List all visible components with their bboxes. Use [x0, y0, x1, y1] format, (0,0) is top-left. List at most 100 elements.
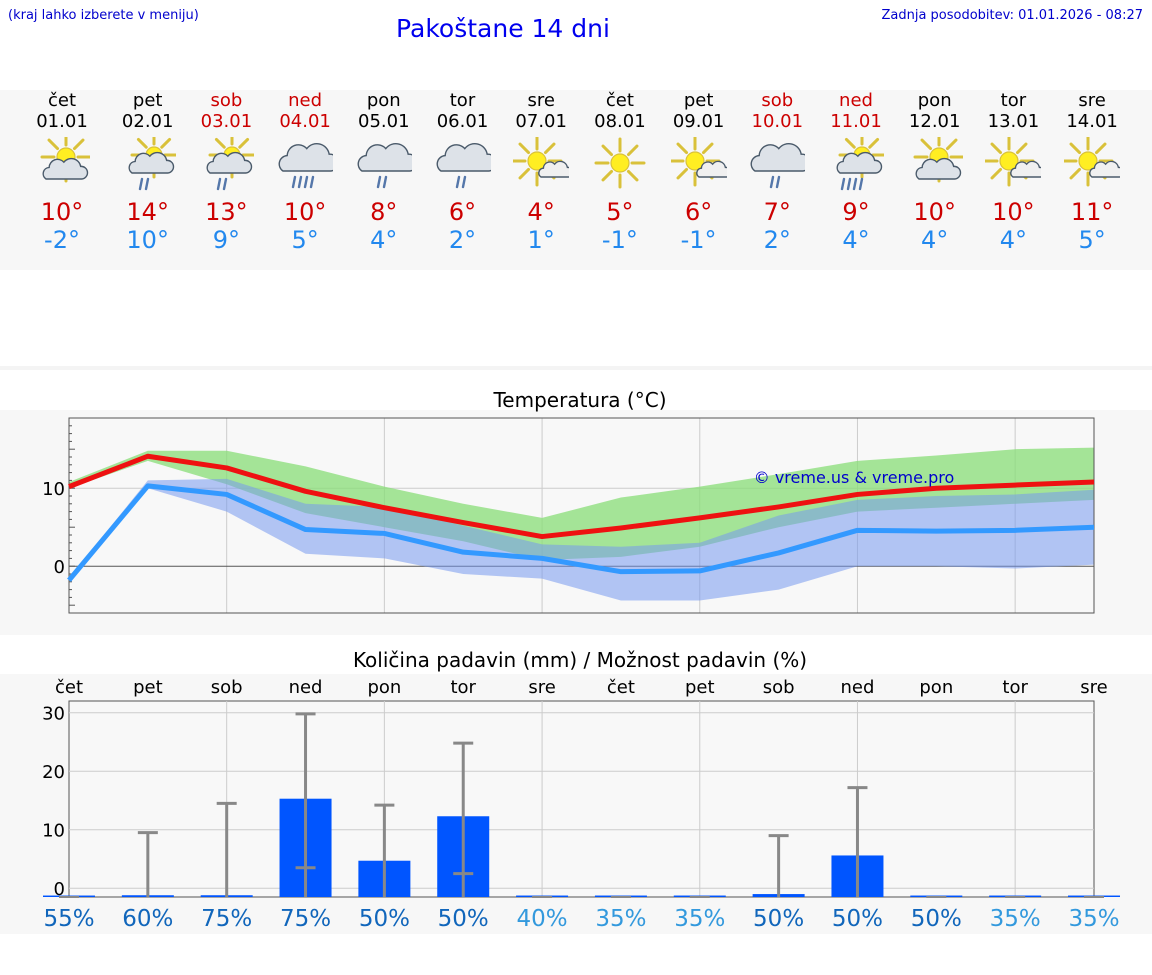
- category-label: ned: [289, 677, 323, 698]
- plot-frame: [68, 417, 1095, 614]
- plot-area: [68, 700, 1095, 898]
- min-temperature: -1°: [601, 226, 638, 254]
- day-name: pet: [132, 90, 163, 111]
- max-temperature: 8°: [370, 198, 398, 226]
- day-date: 07.01: [515, 111, 567, 132]
- day-column: sob 10.01 7° 2°: [737, 90, 817, 254]
- day-column: pon 05.01 8° 4°: [344, 90, 424, 254]
- cloud-heavy-rain-icon: [278, 143, 334, 189]
- chart-credit: © vreme.us & vreme.pro: [754, 468, 955, 487]
- precipitation-probability: 35%: [990, 906, 1041, 932]
- y-tick-label: 10: [42, 479, 65, 500]
- day-date: 10.01: [751, 111, 804, 132]
- sun-cloud-rain-icon: [186, 132, 266, 198]
- min-temperature-line: [67, 483, 1095, 582]
- precipitation-probability: 55%: [43, 906, 94, 932]
- day-date: 05.01: [358, 111, 410, 132]
- category-label: čet: [55, 677, 83, 698]
- sun-small-cloud-icon: [501, 132, 581, 198]
- sun-small-cloud-icon: [1052, 132, 1132, 198]
- precipitation-probability: 75%: [201, 906, 252, 932]
- precipitation-probability: 50%: [438, 906, 489, 932]
- day-name: tor: [1000, 90, 1027, 111]
- precipitation-probability: 35%: [674, 906, 725, 932]
- cloud-rain-icon: [737, 132, 817, 198]
- day-date: 13.01: [987, 111, 1040, 132]
- max-temperature: 5°: [606, 198, 634, 226]
- min-temperature: 2°: [763, 226, 791, 254]
- day-name: sre: [1078, 90, 1106, 111]
- min-temperature: 9°: [212, 226, 241, 254]
- precipitation-probability: 35%: [595, 906, 646, 932]
- day-date: 11.01: [830, 111, 882, 132]
- min-temperature: 10°: [126, 226, 169, 254]
- min-temperature: 4°: [921, 226, 949, 254]
- page-title: Pakoštane 14 dni: [396, 14, 610, 43]
- day-column: sre 07.01 4° 1°: [501, 90, 581, 254]
- precipitation-chart-title: Količina padavin (mm) / Možnost padavin …: [352, 648, 808, 672]
- day-name: ned: [288, 90, 323, 111]
- day-name: sob: [761, 90, 794, 111]
- day-column: pet 02.01 14° 10°: [108, 90, 188, 254]
- max-temperature: 10°: [283, 198, 327, 226]
- min-temperature: 5°: [1078, 226, 1106, 254]
- day-column: čet 08.01 5° -1°: [580, 90, 660, 254]
- sun-cloud-icon: [40, 137, 90, 183]
- section-divider: [0, 366, 1152, 370]
- day-date: 01.01: [36, 111, 88, 132]
- day-column: ned 11.01 9° 4°: [816, 90, 896, 254]
- daily-forecast-strip: čet 01.01 10° -2° pet 02.01 14° 10° sob 03.01 13° 9…: [0, 90, 1152, 270]
- sun-cloud-icon: [895, 132, 975, 198]
- y-tick-label: 20: [42, 762, 65, 783]
- day-name: pon: [917, 90, 952, 111]
- day-date: 09.01: [672, 111, 725, 132]
- y-tick-label: 0: [54, 879, 65, 900]
- category-label: čet: [607, 677, 635, 698]
- category-label: sre: [528, 677, 555, 698]
- sun-cloud-rain-icon: [128, 137, 176, 191]
- max-temperature: 10°: [992, 198, 1035, 226]
- sun-icon: [580, 132, 660, 198]
- min-temperature: 4°: [999, 226, 1028, 254]
- last-updated: Zadnja posodobitev: 01.01.2026 - 08:27: [881, 8, 1143, 23]
- category-label: tor: [450, 677, 476, 698]
- sun-small-cloud-icon: [659, 132, 739, 198]
- day-date: 02.01: [121, 111, 174, 132]
- cloud-rain-icon: [423, 132, 503, 198]
- category-label: sob: [211, 677, 243, 698]
- category-label: ned: [841, 677, 875, 698]
- category-label: pet: [133, 677, 163, 698]
- min-temperature-range-band: [69, 478, 1094, 601]
- max-temperature: 6°: [448, 198, 477, 226]
- day-name: čet: [605, 90, 634, 111]
- sun-icon: [594, 137, 646, 189]
- day-name: ned: [839, 90, 873, 111]
- day-date: 06.01: [436, 111, 489, 132]
- sun-cloud-heavy-rain-icon: [836, 137, 884, 191]
- category-label: sob: [763, 677, 795, 698]
- sun-cloud-rain-icon: [206, 137, 255, 191]
- max-temperature: 4°: [527, 198, 555, 226]
- location-menu-hint: (kraj lahko izberete v meniju): [8, 8, 199, 23]
- max-temperature: 14°: [126, 198, 169, 226]
- min-temperature: 1°: [527, 226, 555, 254]
- min-temperature: 4°: [842, 226, 870, 254]
- max-temperature: 10°: [913, 198, 956, 226]
- cloud-heavy-rain-icon: [265, 132, 345, 198]
- day-column: čet 01.01 10° -2°: [22, 90, 102, 254]
- category-label: pet: [685, 677, 715, 698]
- cloud-rain-icon: [436, 143, 491, 189]
- min-temperature: -1°: [680, 226, 717, 254]
- precipitation-probability: 50%: [911, 906, 962, 932]
- max-temperature: 9°: [842, 198, 870, 226]
- temperature-chart-title: Temperatura (°C): [493, 388, 667, 412]
- day-date: 04.01: [279, 111, 331, 132]
- sun-small-cloud-icon: [670, 137, 727, 187]
- min-temperature: 4°: [370, 226, 398, 254]
- day-column: sob 03.01 13° 9°: [186, 90, 266, 254]
- day-column: sre 14.01 11° 5°: [1052, 90, 1132, 254]
- day-name: pon: [366, 90, 401, 111]
- precipitation-probability: 35%: [1068, 906, 1119, 932]
- max-temperature-line: [68, 453, 1095, 540]
- min-temperature: 5°: [291, 226, 319, 254]
